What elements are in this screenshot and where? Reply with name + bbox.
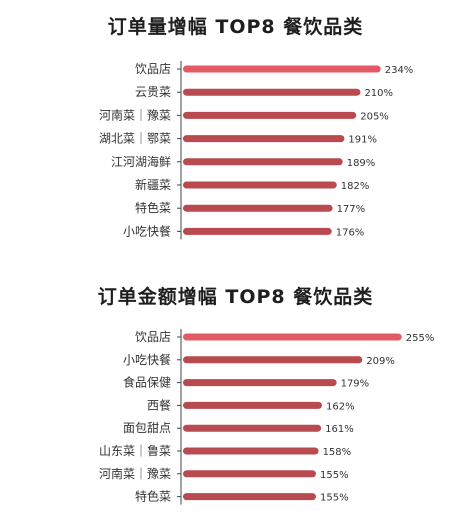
value-label: 255% bbox=[406, 333, 435, 344]
bar bbox=[183, 204, 333, 212]
bar bbox=[183, 447, 319, 455]
bar bbox=[183, 470, 316, 478]
category-label: 小吃快餐 bbox=[123, 223, 171, 238]
bar bbox=[183, 181, 337, 189]
category-label: 特色菜 bbox=[135, 489, 171, 504]
bar bbox=[183, 135, 345, 143]
value-label: 191% bbox=[348, 135, 377, 146]
bar bbox=[183, 227, 332, 235]
category-label: 湖北菜｜鄂菜 bbox=[99, 131, 171, 146]
category-label: 饮品店 bbox=[135, 330, 171, 344]
value-label: 155% bbox=[320, 470, 349, 481]
value-label: 209% bbox=[366, 356, 395, 367]
category-label: 小吃快餐 bbox=[123, 352, 171, 367]
bar-plot: 饮品店 234% 云贵菜 210% 河南菜｜豫菜 205% 湖北菜｜鄂菜 191% 江河湖海鲜 1… bbox=[99, 61, 414, 240]
chart-title: 订单量增幅 TOP8 餐饮品类 bbox=[107, 16, 364, 38]
bar bbox=[183, 333, 402, 341]
bar bbox=[183, 88, 361, 96]
category-label: 饮品店 bbox=[135, 62, 171, 76]
bar bbox=[183, 111, 357, 119]
category-label: 河南菜｜豫菜 bbox=[99, 466, 171, 481]
value-label: 176% bbox=[336, 227, 365, 238]
value-label: 234% bbox=[385, 65, 414, 76]
value-label: 155% bbox=[320, 493, 349, 504]
bar bbox=[183, 158, 343, 166]
bar bbox=[183, 493, 316, 501]
category-label: 新疆菜 bbox=[135, 177, 171, 192]
category-label: 面包甜点 bbox=[123, 421, 171, 435]
bar bbox=[183, 401, 322, 409]
chart-title: 订单金额增幅 TOP8 餐饮品类 bbox=[97, 286, 374, 308]
value-label: 205% bbox=[360, 111, 389, 122]
bar bbox=[183, 379, 337, 387]
category-label: 食品保健 bbox=[123, 375, 171, 390]
value-label: 161% bbox=[325, 424, 354, 435]
category-label: 西餐 bbox=[147, 397, 171, 412]
category-label: 江河湖海鲜 bbox=[111, 154, 171, 169]
value-label: 158% bbox=[323, 447, 352, 458]
chart-order-amount: 订单金额增幅 TOP8 餐饮品类 饮品店 255% 小吃快餐 209% 食品保健 179%… bbox=[0, 270, 471, 519]
category-label: 山东菜｜鲁菜 bbox=[99, 444, 171, 458]
value-label: 179% bbox=[341, 379, 370, 390]
value-label: 189% bbox=[347, 158, 376, 169]
category-label: 河南菜｜豫菜 bbox=[99, 107, 171, 122]
bar bbox=[183, 424, 322, 432]
category-label: 特色菜 bbox=[135, 200, 171, 215]
bar bbox=[183, 356, 363, 364]
bar bbox=[183, 65, 381, 73]
chart-order-volume: 订单量增幅 TOP8 餐饮品类 饮品店 234% 云贵菜 210% 河南菜｜豫菜 205%… bbox=[0, 0, 471, 250]
category-label: 云贵菜 bbox=[135, 85, 171, 99]
value-label: 177% bbox=[337, 204, 366, 215]
bar-plot: 饮品店 255% 小吃快餐 209% 食品保健 179% 西餐 162% 面包甜点 161% 山东菜… bbox=[99, 329, 435, 505]
value-label: 182% bbox=[341, 181, 370, 192]
value-label: 210% bbox=[364, 88, 393, 99]
value-label: 162% bbox=[326, 401, 355, 412]
